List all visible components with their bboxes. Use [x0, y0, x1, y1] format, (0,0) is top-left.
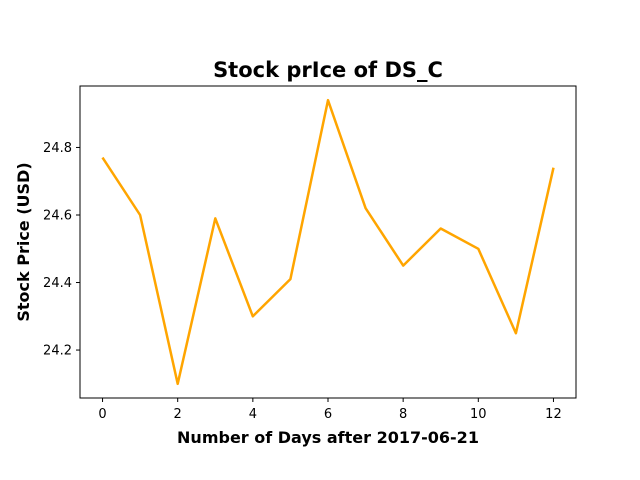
plot-area-frame [79, 85, 577, 399]
y-axis-ticks: 24.2 24.4 24.6 24.8 [43, 141, 80, 359]
x-tick-label: 10 [470, 407, 487, 422]
x-tick-label: 4 [249, 407, 257, 422]
x-axis-label: Number of Days after 2017-06-21 [177, 428, 479, 447]
y-axis-label: Stock Price (USD) [14, 162, 33, 321]
x-tick-label: 8 [399, 407, 407, 422]
chart-title: Stock prIce of DS_C [213, 58, 443, 82]
y-tick-label: 24.2 [43, 344, 72, 359]
y-tick-label: 24.4 [43, 276, 72, 291]
x-tick-label: 2 [174, 407, 182, 422]
x-tick-label: 12 [545, 407, 562, 422]
series-line [101, 98, 555, 386]
y-tick-label: 24.6 [43, 208, 72, 223]
y-tick-label: 24.8 [43, 141, 72, 156]
x-tick-label: 0 [98, 407, 106, 422]
x-axis-ticks: 0 2 4 6 8 10 12 [98, 398, 562, 422]
x-tick-label: 6 [324, 407, 332, 422]
